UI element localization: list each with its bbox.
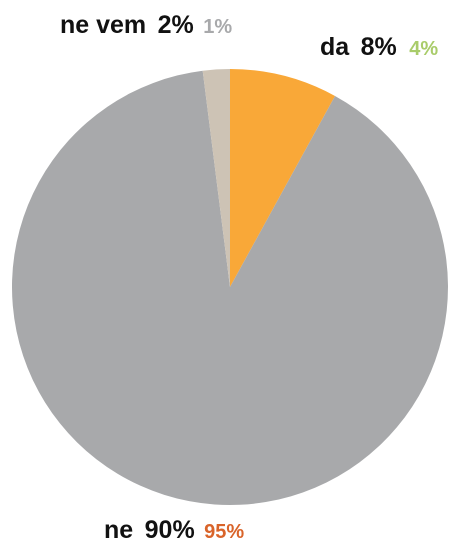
slice-label-ne-vem: ne vem 2% 1%: [60, 11, 232, 39]
slice-secondary-ne-vem: 1%: [203, 16, 232, 38]
slice-secondary-da: 4%: [409, 38, 438, 60]
slice-label-da-text: da: [320, 33, 350, 61]
pie-slice-da: [230, 69, 336, 287]
slice-value-ne-vem: 2%: [158, 11, 194, 39]
slice-label-ne-text: ne: [104, 516, 133, 544]
slice-label-da: da 8% 4%: [320, 33, 438, 61]
slice-label-ne-vem-text: ne vem: [60, 11, 146, 39]
pie-slices: [11, 69, 448, 506]
pie-slice-ne-vem: [202, 69, 230, 287]
slice-secondary-ne: 95%: [204, 521, 244, 543]
slice-value-da: 8%: [361, 33, 397, 61]
pie-slice-ne: [11, 70, 448, 506]
slice-label-ne: ne 90% 95%: [104, 516, 244, 544]
slice-value-ne: 90%: [145, 516, 195, 544]
